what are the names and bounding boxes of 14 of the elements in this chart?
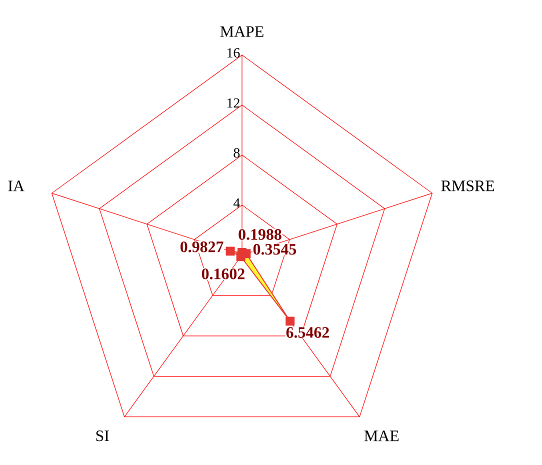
data-label: 0.9827 <box>180 241 224 252</box>
spoke-label: MAPE <box>220 26 264 37</box>
data-label: 0.1602 <box>202 268 244 280</box>
data-label: 0.1988 <box>238 229 282 240</box>
spoke-label: RMSRE <box>441 180 494 192</box>
y-tick-label: 16 <box>227 48 240 58</box>
spoke-label: IA <box>8 180 24 192</box>
spoke-label: SI <box>96 430 109 442</box>
data-label: 0.3545 <box>253 244 296 255</box>
spoke-label: MAE <box>364 430 399 442</box>
y-tick-label: 12 <box>227 98 240 108</box>
data-label: 6.5462 <box>286 327 329 338</box>
y-tick-label: 8 <box>234 148 240 158</box>
y-tick-label: 4 <box>233 198 240 208</box>
